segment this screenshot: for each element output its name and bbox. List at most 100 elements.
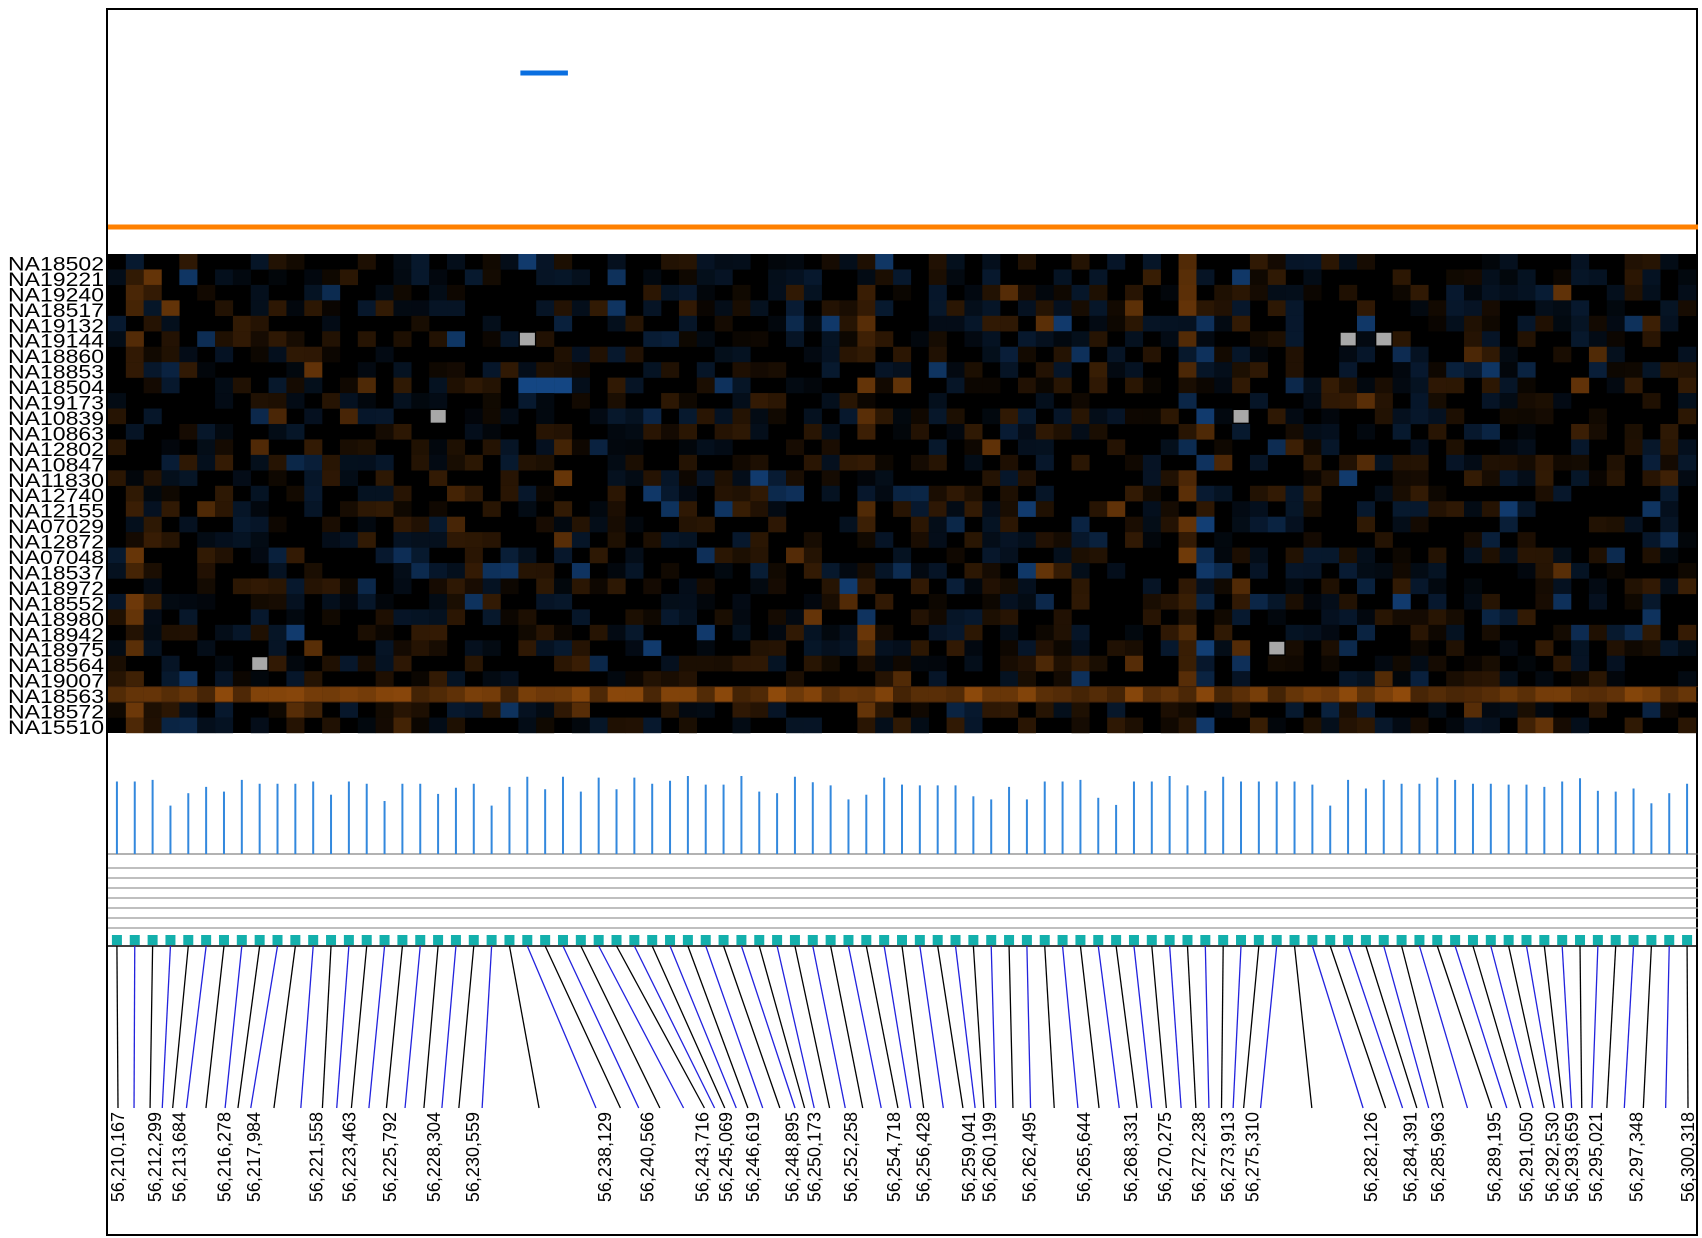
- snp-marker[interactable]: [557, 935, 568, 945]
- heatmap-cell[interactable]: [1160, 624, 1179, 641]
- heatmap-cell[interactable]: [536, 717, 555, 734]
- heatmap-cell[interactable]: [1410, 454, 1429, 471]
- snp-marker[interactable]: [1450, 935, 1461, 945]
- heatmap-cell[interactable]: [357, 593, 376, 610]
- heatmap-cell[interactable]: [589, 408, 608, 425]
- heatmap-cell[interactable]: [339, 655, 358, 672]
- heatmap-cell[interactable]: [1000, 578, 1019, 595]
- heatmap-cell[interactable]: [982, 686, 1001, 703]
- heatmap-cell[interactable]: [928, 254, 947, 270]
- heatmap-cell[interactable]: [250, 284, 269, 301]
- heatmap-cell[interactable]: [322, 393, 341, 409]
- heatmap-cell[interactable]: [286, 423, 305, 440]
- heatmap-cell[interactable]: [1267, 717, 1286, 734]
- heatmap-cell[interactable]: [322, 609, 341, 626]
- heatmap-cell[interactable]: [393, 284, 412, 301]
- heatmap-cell[interactable]: [696, 655, 715, 672]
- heatmap-cell[interactable]: [964, 640, 983, 656]
- heatmap-cell[interactable]: [554, 254, 573, 270]
- heatmap-cell[interactable]: [1160, 439, 1179, 456]
- heatmap-cell[interactable]: [393, 547, 412, 564]
- heatmap-cell[interactable]: [1017, 563, 1037, 579]
- heatmap-cell[interactable]: [197, 532, 216, 548]
- heatmap-cell[interactable]: [1267, 655, 1286, 672]
- heatmap-cell[interactable]: [554, 470, 573, 486]
- heatmap-cell[interactable]: [1160, 315, 1179, 332]
- heatmap-cell[interactable]: [821, 578, 840, 595]
- heatmap-cell[interactable]: [1571, 686, 1590, 703]
- heatmap-cell[interactable]: [732, 593, 751, 610]
- heatmap-cell[interactable]: [1499, 516, 1518, 533]
- heatmap-cell[interactable]: [1303, 439, 1322, 456]
- heatmap-cell[interactable]: [429, 717, 448, 734]
- heatmap-cell[interactable]: [946, 362, 965, 378]
- heatmap-cell[interactable]: [161, 315, 180, 332]
- heatmap-cell[interactable]: [411, 300, 430, 316]
- heatmap-cell[interactable]: [518, 563, 537, 579]
- heatmap-cell[interactable]: [1071, 578, 1090, 595]
- heatmap-cell[interactable]: [1678, 454, 1697, 471]
- heatmap-cell[interactable]: [536, 439, 555, 456]
- heatmap-cell[interactable]: [1553, 624, 1572, 641]
- snp-marker[interactable]: [272, 935, 283, 945]
- heatmap-cell[interactable]: [1535, 593, 1554, 610]
- heatmap-cell[interactable]: [411, 640, 430, 656]
- heatmap-cell[interactable]: [821, 300, 840, 316]
- heatmap-cell[interactable]: [786, 686, 805, 703]
- snp-marker[interactable]: [1646, 935, 1657, 945]
- heatmap-cell[interactable]: [375, 609, 394, 626]
- heatmap-cell[interactable]: [304, 485, 323, 502]
- heatmap-cell[interactable]: [1642, 393, 1661, 409]
- heatmap-cell[interactable]: [232, 377, 251, 394]
- heatmap-cell[interactable]: [357, 439, 376, 456]
- heatmap-cell[interactable]: [571, 393, 590, 409]
- heatmap-cell[interactable]: [607, 254, 626, 270]
- heatmap-cell[interactable]: [1071, 640, 1090, 656]
- heatmap-cell[interactable]: [1178, 547, 1197, 564]
- heatmap-cell[interactable]: [1392, 717, 1411, 734]
- heatmap-cell[interactable]: [1606, 377, 1625, 394]
- snp-marker[interactable]: [968, 935, 979, 945]
- heatmap-cell[interactable]: [339, 269, 358, 286]
- heatmap-cell[interactable]: [1606, 454, 1625, 471]
- heatmap-cell[interactable]: [1089, 300, 1108, 316]
- heatmap-cell[interactable]: [678, 485, 698, 502]
- heatmap-cell[interactable]: [946, 377, 965, 394]
- heatmap-cell[interactable]: [482, 423, 501, 440]
- heatmap-cell[interactable]: [1642, 593, 1661, 610]
- heatmap-cell[interactable]: [1392, 470, 1411, 486]
- heatmap-cell[interactable]: [1160, 331, 1179, 347]
- heatmap-cell[interactable]: [768, 609, 787, 626]
- heatmap-cell[interactable]: [108, 655, 127, 672]
- heatmap-cell[interactable]: [464, 593, 483, 610]
- heatmap-cell[interactable]: [821, 470, 840, 486]
- heatmap-cell[interactable]: [304, 686, 323, 703]
- heatmap-cell[interactable]: [661, 331, 680, 347]
- snp-marker[interactable]: [326, 935, 337, 945]
- heatmap-cell[interactable]: [518, 717, 537, 734]
- heatmap-cell[interactable]: [286, 655, 305, 672]
- heatmap-cell[interactable]: [893, 655, 912, 672]
- heatmap-cell[interactable]: [625, 624, 644, 641]
- heatmap-cell[interactable]: [768, 702, 787, 718]
- heatmap-cell[interactable]: [411, 686, 430, 703]
- heatmap-cell[interactable]: [1267, 609, 1286, 626]
- heatmap-cell[interactable]: [1339, 284, 1358, 301]
- heatmap-cell[interactable]: [286, 300, 305, 316]
- heatmap-cell[interactable]: [232, 331, 251, 347]
- heatmap-cell[interactable]: [1517, 563, 1536, 579]
- heatmap-cell[interactable]: [1196, 377, 1215, 394]
- heatmap-cell[interactable]: [1428, 362, 1447, 378]
- snp-marker[interactable]: [1432, 935, 1443, 945]
- snp-marker[interactable]: [1128, 935, 1139, 945]
- heatmap-cell[interactable]: [1178, 671, 1197, 687]
- heatmap-cell[interactable]: [714, 609, 733, 626]
- heatmap-cell[interactable]: [1535, 470, 1554, 486]
- heatmap-cell[interactable]: [1339, 702, 1358, 718]
- heatmap-cell[interactable]: [304, 640, 323, 656]
- heatmap-cell[interactable]: [1142, 346, 1161, 363]
- heatmap-cell[interactable]: [1446, 439, 1465, 456]
- heatmap-cell[interactable]: [1267, 593, 1286, 610]
- heatmap-cell[interactable]: [161, 485, 180, 502]
- heatmap-cell[interactable]: [108, 547, 127, 564]
